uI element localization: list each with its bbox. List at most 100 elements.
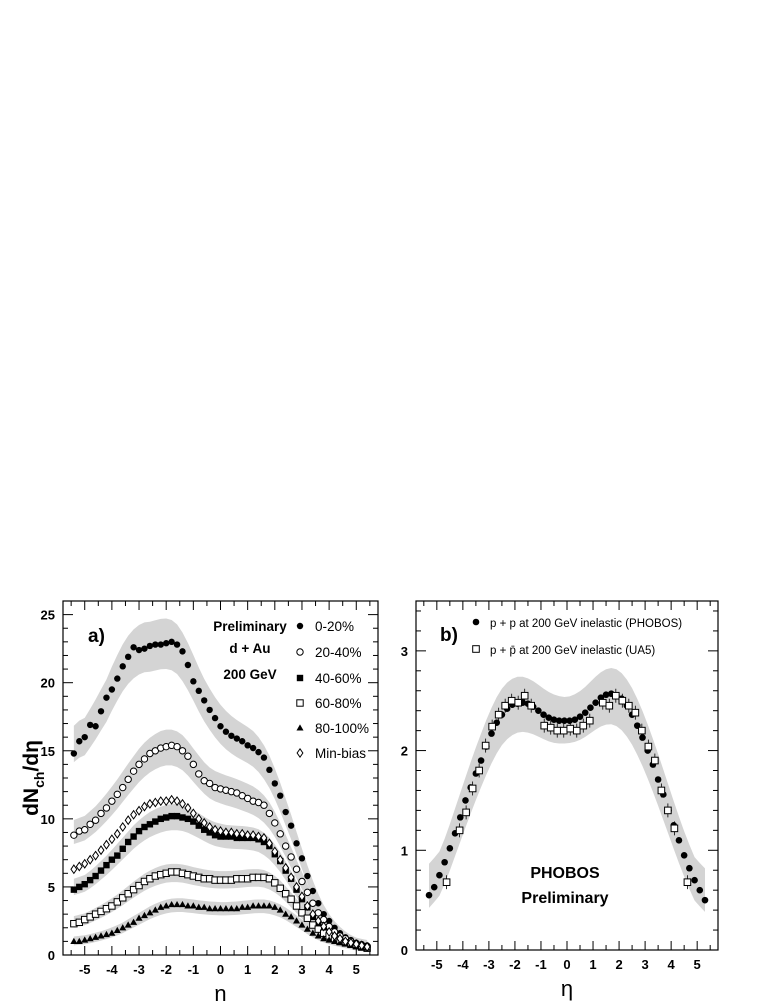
data-point bbox=[255, 748, 262, 756]
data-point bbox=[119, 783, 127, 792]
band-5 bbox=[73, 898, 368, 952]
data-point bbox=[135, 881, 143, 890]
x-tick-label: -1 bbox=[535, 957, 547, 972]
data-point bbox=[494, 710, 503, 719]
data-point bbox=[555, 717, 563, 724]
data-point bbox=[320, 910, 327, 918]
data-point bbox=[135, 760, 143, 769]
data-point bbox=[320, 921, 328, 932]
data-point bbox=[124, 653, 132, 661]
series-2 bbox=[442, 688, 692, 890]
data-point bbox=[168, 794, 176, 805]
y-tick-label: 1 bbox=[401, 843, 408, 858]
y-tick-label: 3 bbox=[401, 644, 408, 659]
data-point bbox=[244, 903, 252, 910]
data-point bbox=[201, 697, 208, 704]
data-point bbox=[135, 646, 143, 654]
data-point bbox=[189, 808, 197, 819]
data-point bbox=[76, 883, 83, 891]
data-point bbox=[602, 691, 610, 699]
y-axis-label-main: dN bbox=[20, 788, 43, 816]
band-4 bbox=[73, 863, 368, 951]
data-point bbox=[238, 828, 246, 839]
band-1 bbox=[429, 667, 705, 912]
series-6 bbox=[70, 794, 371, 952]
data-point bbox=[358, 940, 366, 951]
data-point bbox=[244, 830, 252, 841]
data-point bbox=[103, 861, 110, 869]
data-point bbox=[113, 790, 122, 799]
x-tick-label: 4 bbox=[668, 957, 676, 972]
data-point bbox=[124, 838, 132, 846]
data-point bbox=[276, 906, 284, 913]
data-point bbox=[195, 903, 203, 910]
legend-marker bbox=[296, 747, 304, 759]
legend-label: p + p at 200 GeV inelastic (PHOBOS) bbox=[490, 618, 682, 630]
x-tick-label: 2 bbox=[271, 962, 278, 977]
data-point bbox=[92, 723, 99, 730]
data-point bbox=[298, 855, 306, 862]
data-point bbox=[211, 905, 219, 912]
data-point bbox=[540, 711, 547, 718]
data-point bbox=[119, 845, 126, 852]
data-point bbox=[559, 726, 568, 735]
data-point bbox=[249, 902, 257, 909]
data-point bbox=[244, 742, 251, 749]
data-point bbox=[108, 686, 116, 693]
data-point bbox=[686, 864, 693, 872]
data-point bbox=[130, 644, 137, 651]
data-point bbox=[184, 802, 192, 813]
data-point bbox=[152, 641, 159, 648]
band-2 bbox=[73, 729, 368, 950]
data-point bbox=[130, 833, 137, 840]
legend-label: Min-bias bbox=[315, 746, 366, 761]
data-point bbox=[293, 917, 301, 924]
y-axis-label-tail: /dη bbox=[20, 740, 43, 772]
x-tick-label: 3 bbox=[641, 957, 648, 972]
x-tick-label: 1 bbox=[589, 957, 596, 972]
data-point bbox=[108, 856, 116, 863]
data-point bbox=[325, 926, 333, 937]
data-point bbox=[255, 831, 263, 842]
data-point bbox=[304, 872, 311, 880]
data-point bbox=[97, 867, 105, 874]
data-point bbox=[425, 891, 433, 899]
data-point bbox=[514, 698, 522, 707]
data-point bbox=[135, 827, 143, 835]
data-point bbox=[309, 899, 317, 907]
data-point bbox=[670, 824, 679, 833]
data-point bbox=[657, 786, 666, 795]
data-point bbox=[140, 801, 148, 812]
data-point bbox=[130, 918, 138, 925]
data-point bbox=[441, 858, 448, 866]
data-point bbox=[146, 909, 154, 916]
data-point bbox=[211, 714, 219, 722]
data-point bbox=[195, 822, 202, 829]
annotation: Preliminary bbox=[213, 619, 287, 634]
data-point bbox=[162, 796, 170, 807]
data-point bbox=[265, 902, 273, 909]
data-point bbox=[141, 645, 148, 652]
data-point bbox=[178, 747, 187, 755]
data-point bbox=[309, 909, 317, 920]
data-point bbox=[277, 792, 284, 799]
y-axis-label: dNch/dη bbox=[20, 740, 47, 816]
data-point bbox=[271, 879, 279, 887]
data-point bbox=[430, 883, 438, 891]
data-point bbox=[260, 832, 268, 843]
data-point bbox=[119, 924, 127, 931]
data-point bbox=[314, 915, 322, 926]
panel-label: a) bbox=[88, 626, 105, 647]
data-point bbox=[76, 738, 83, 745]
data-point bbox=[119, 821, 127, 833]
data-point bbox=[320, 934, 328, 942]
data-point bbox=[201, 826, 208, 833]
data-point bbox=[227, 827, 235, 838]
x-tick-label: -4 bbox=[106, 962, 118, 977]
data-point bbox=[446, 844, 454, 852]
data-point bbox=[282, 808, 289, 816]
data-point bbox=[222, 827, 230, 838]
data-point bbox=[70, 886, 78, 893]
legend-marker bbox=[296, 674, 304, 682]
data-point bbox=[249, 830, 257, 841]
